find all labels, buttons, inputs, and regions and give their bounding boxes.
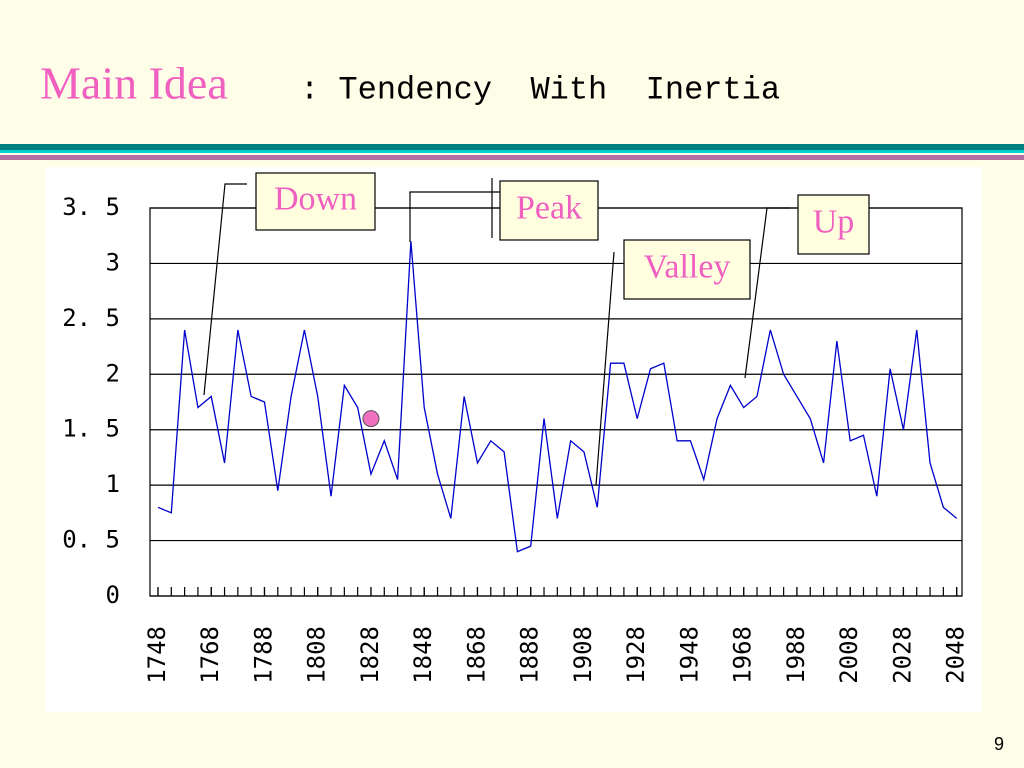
x-tick-label: 1768: [196, 626, 224, 684]
stripe: [0, 150, 1024, 153]
plot: 0 0. 5 1 1. 5 2 2. 5 3 3. 5 1748 1768 1788 1808 1828…: [62, 193, 969, 684]
data-line: [157, 241, 958, 553]
callouts: [203, 178, 790, 486]
y-tick-label: 3. 5: [62, 193, 120, 221]
y-tick-label: 1: [106, 470, 120, 498]
x-tick-label: 1748: [143, 626, 171, 684]
x-tick-label: 2008: [835, 626, 863, 684]
stripe: [0, 144, 1024, 150]
x-tick-label: 1968: [729, 626, 757, 684]
x-tick-label: 1828: [356, 626, 384, 684]
y-tick-label: 3: [106, 248, 120, 276]
x-tick-label: 1868: [462, 626, 490, 684]
annotation: Valley: [644, 248, 731, 285]
x-tick-label: 1928: [622, 626, 650, 684]
annotation: Down: [274, 180, 357, 217]
callout-line: [744, 207, 790, 379]
x-tick-label: 2048: [942, 626, 970, 684]
x-tick-label: 1848: [409, 626, 437, 684]
annotation: Peak: [516, 189, 582, 226]
annotation-box: [797, 194, 870, 255]
y-tick-label: 2: [106, 359, 120, 387]
y-tick-label: 0: [106, 581, 120, 609]
x-tick-label: 1988: [782, 626, 810, 684]
annotation-box: [623, 239, 751, 300]
callout-line: [203, 183, 247, 396]
stripe: [0, 155, 1024, 160]
x-tick-label: 2028: [888, 626, 916, 684]
x-tick-label: 1948: [675, 626, 703, 684]
y-tick-label: 0. 5: [62, 526, 120, 554]
annotation: Up: [813, 203, 855, 240]
x-tick-label: 1908: [569, 626, 597, 684]
annotation-box: [255, 172, 376, 231]
title: Main Idea: [40, 58, 228, 109]
x-tick-label: 1888: [516, 626, 544, 684]
callout-line: [409, 191, 500, 242]
y-tick-label: 1. 5: [62, 415, 120, 443]
highlight-point: [362, 410, 380, 428]
y-tick-label: 2. 5: [62, 304, 120, 332]
subtitle: : Tendency With Inertia: [300, 71, 780, 108]
x-tick-label: 1808: [303, 626, 331, 684]
page-number: 9: [994, 734, 1004, 754]
annotations: Down Peak Valley Up: [255, 172, 870, 300]
callout-line: [595, 251, 615, 486]
x-tick-label: 1788: [249, 626, 277, 684]
annotation-box: [499, 180, 599, 241]
